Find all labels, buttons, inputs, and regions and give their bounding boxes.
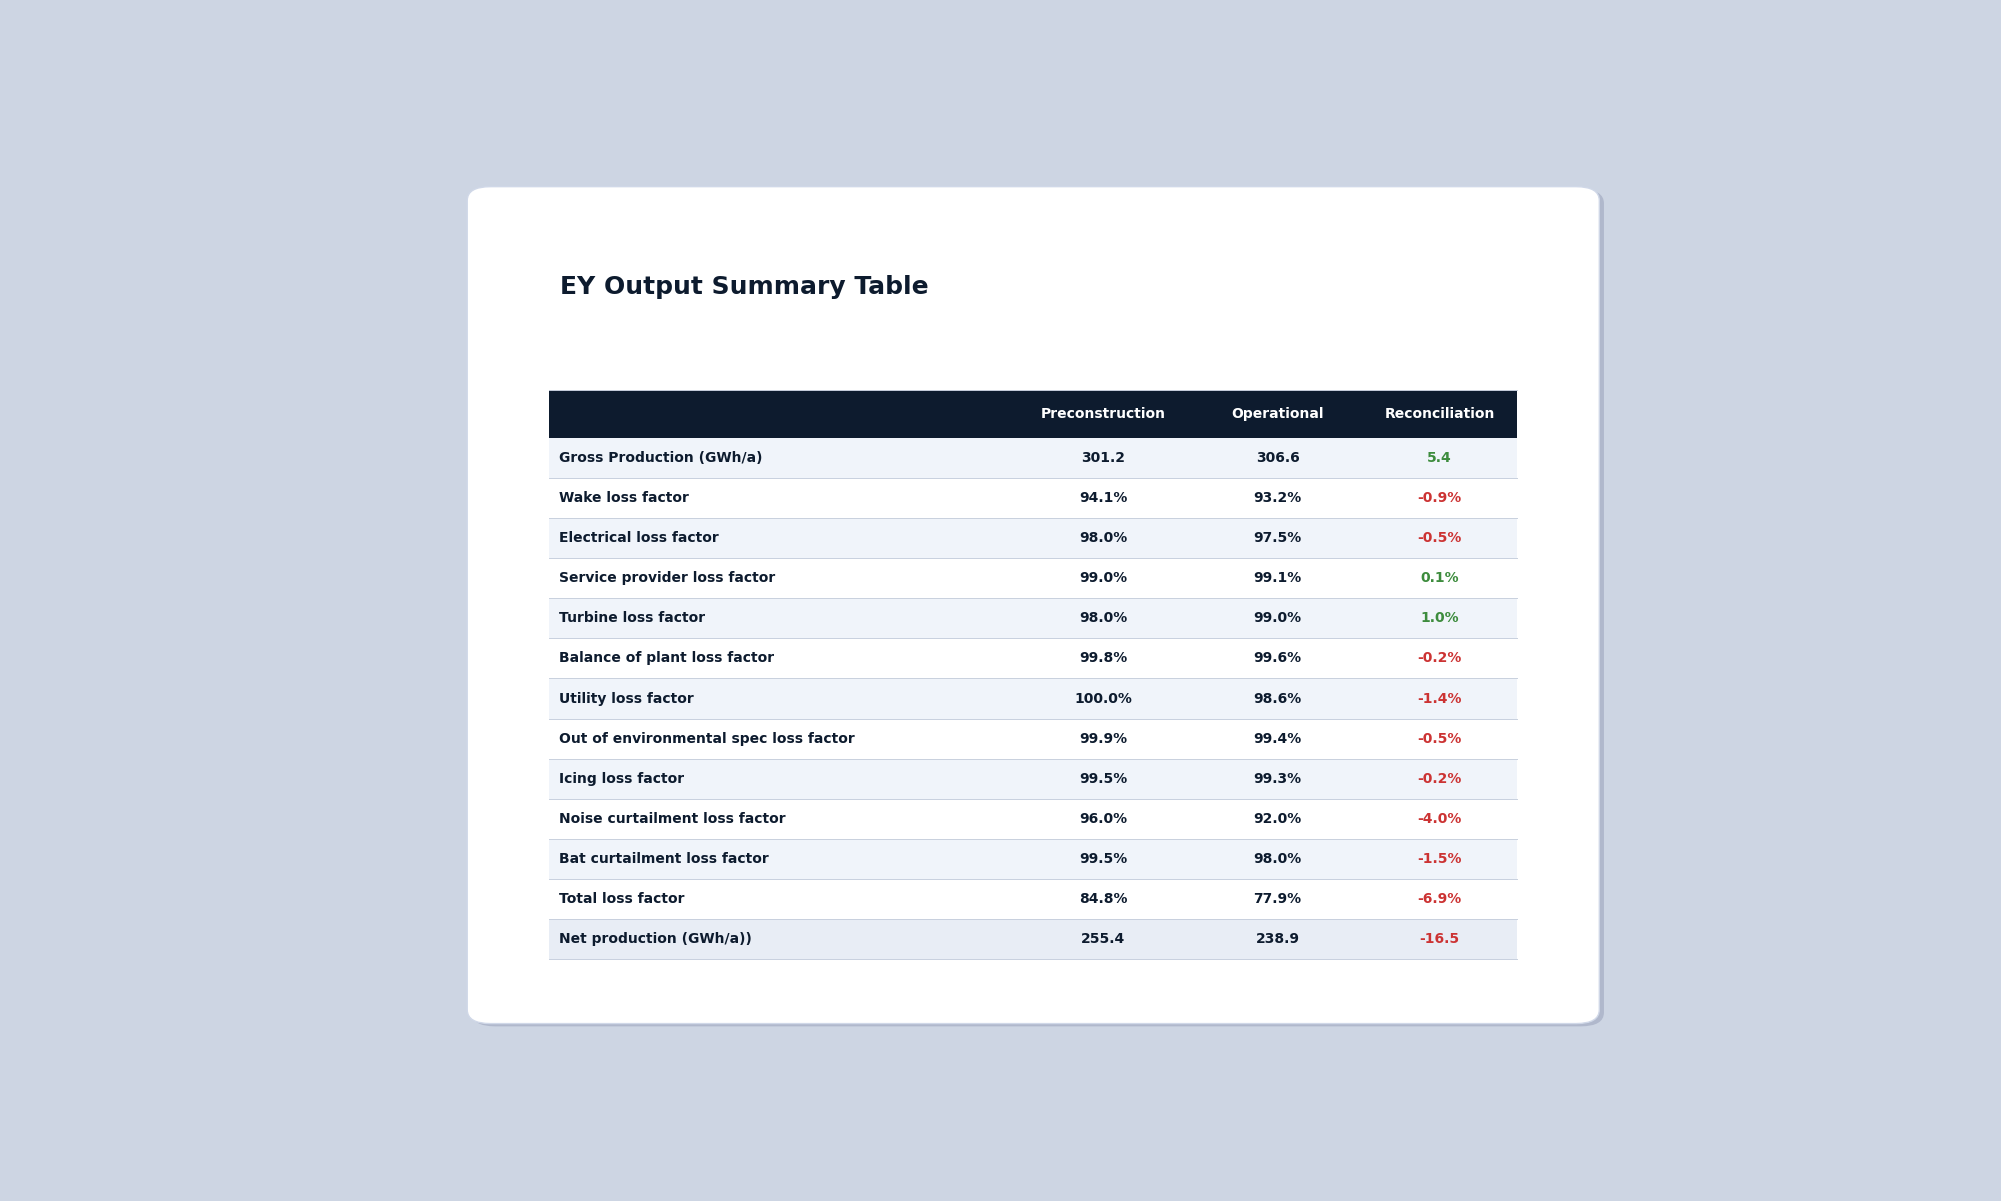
Text: 98.0%: 98.0% (1079, 611, 1127, 626)
Text: 306.6: 306.6 (1257, 452, 1299, 465)
Text: Gross Production (GWh/a): Gross Production (GWh/a) (558, 452, 762, 465)
Text: Service provider loss factor: Service provider loss factor (558, 572, 774, 585)
Text: 98.0%: 98.0% (1253, 852, 1303, 866)
Text: Icing loss factor: Icing loss factor (558, 771, 684, 785)
Text: Wake loss factor: Wake loss factor (558, 491, 688, 506)
Bar (550, 598, 1517, 639)
Text: 5.4: 5.4 (1427, 452, 1453, 465)
Text: -6.9%: -6.9% (1417, 892, 1463, 906)
Text: Noise curtailment loss factor: Noise curtailment loss factor (558, 812, 786, 825)
Bar (550, 478, 1517, 519)
Text: 255.4: 255.4 (1081, 932, 1125, 946)
Text: 0.1%: 0.1% (1421, 572, 1459, 585)
Text: 99.0%: 99.0% (1253, 611, 1303, 626)
Bar (550, 558, 1517, 598)
Text: 99.8%: 99.8% (1079, 651, 1127, 665)
Bar (550, 838, 1517, 879)
Text: EY Output Summary Table: EY Output Summary Table (560, 275, 928, 299)
Text: -0.5%: -0.5% (1417, 731, 1463, 746)
Text: 92.0%: 92.0% (1253, 812, 1303, 825)
Text: 99.5%: 99.5% (1079, 852, 1127, 866)
Text: 99.5%: 99.5% (1079, 771, 1127, 785)
Text: -0.2%: -0.2% (1417, 771, 1463, 785)
Text: Reconciliation: Reconciliation (1385, 407, 1495, 422)
Bar (550, 390, 1517, 438)
Text: 100.0%: 100.0% (1075, 692, 1133, 705)
Text: 98.6%: 98.6% (1253, 692, 1303, 705)
Text: 98.0%: 98.0% (1079, 531, 1127, 545)
Text: -4.0%: -4.0% (1417, 812, 1463, 825)
Text: 301.2: 301.2 (1081, 452, 1125, 465)
Bar (550, 438, 1517, 478)
Bar (550, 879, 1517, 919)
Text: Operational: Operational (1231, 407, 1325, 422)
FancyBboxPatch shape (468, 186, 1599, 1023)
Bar (550, 919, 1517, 958)
Text: Electrical loss factor: Electrical loss factor (558, 531, 718, 545)
Text: -16.5: -16.5 (1419, 932, 1461, 946)
Text: Out of environmental spec loss factor: Out of environmental spec loss factor (558, 731, 854, 746)
Text: Turbine loss factor: Turbine loss factor (558, 611, 704, 626)
Bar (550, 639, 1517, 679)
Bar (550, 799, 1517, 838)
Text: 96.0%: 96.0% (1079, 812, 1127, 825)
Text: Preconstruction: Preconstruction (1041, 407, 1167, 422)
Text: 99.0%: 99.0% (1079, 572, 1127, 585)
Text: -1.4%: -1.4% (1417, 692, 1463, 705)
Text: 94.1%: 94.1% (1079, 491, 1129, 506)
Text: -0.2%: -0.2% (1417, 651, 1463, 665)
Text: 238.9: 238.9 (1255, 932, 1299, 946)
Text: 99.4%: 99.4% (1253, 731, 1303, 746)
Bar (550, 519, 1517, 558)
Text: -1.5%: -1.5% (1417, 852, 1463, 866)
Text: 99.9%: 99.9% (1079, 731, 1127, 746)
Bar (550, 718, 1517, 759)
FancyBboxPatch shape (472, 190, 1605, 1027)
Text: 99.1%: 99.1% (1253, 572, 1303, 585)
Text: 1.0%: 1.0% (1421, 611, 1459, 626)
Text: -0.9%: -0.9% (1417, 491, 1463, 506)
Text: Bat curtailment loss factor: Bat curtailment loss factor (558, 852, 768, 866)
Bar (550, 759, 1517, 799)
Text: 99.3%: 99.3% (1253, 771, 1303, 785)
Text: 97.5%: 97.5% (1253, 531, 1303, 545)
Text: Total loss factor: Total loss factor (558, 892, 684, 906)
Text: Net production (GWh/a)): Net production (GWh/a)) (558, 932, 752, 946)
Text: Utility loss factor: Utility loss factor (558, 692, 694, 705)
Bar (550, 679, 1517, 718)
Text: Balance of plant loss factor: Balance of plant loss factor (558, 651, 774, 665)
Text: 77.9%: 77.9% (1253, 892, 1303, 906)
Text: 93.2%: 93.2% (1253, 491, 1303, 506)
Text: -0.5%: -0.5% (1417, 531, 1463, 545)
Text: 99.6%: 99.6% (1253, 651, 1303, 665)
Text: 84.8%: 84.8% (1079, 892, 1129, 906)
